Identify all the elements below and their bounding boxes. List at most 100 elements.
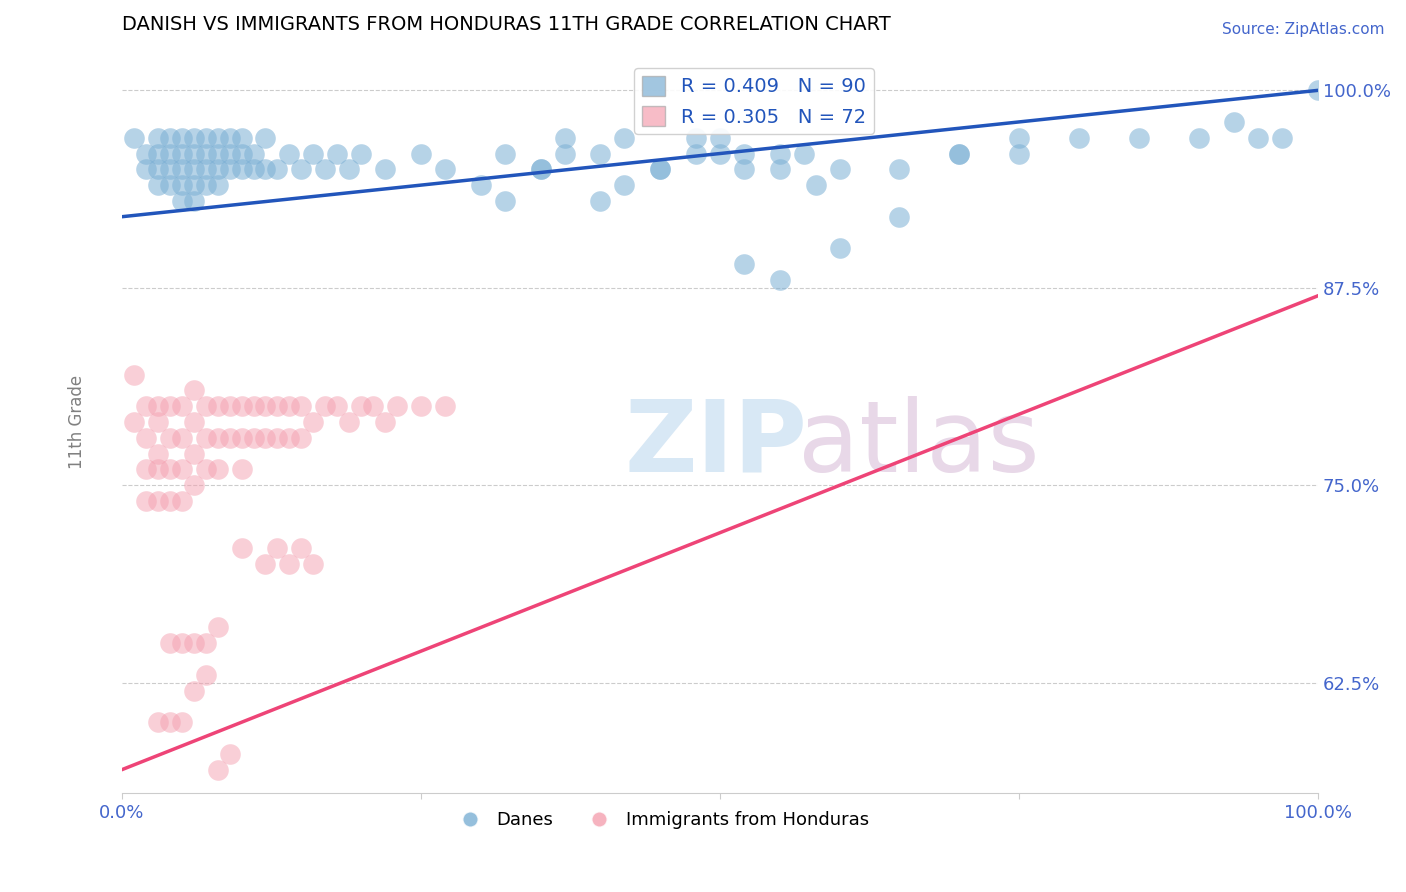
Point [302,558,325,572]
Point [350,399,373,413]
Point [302,415,325,429]
Point [183,162,205,177]
Point [314,162,336,177]
Point [170,431,193,445]
Point [733,257,755,271]
Point [529,162,551,177]
Point [290,399,312,413]
Point [207,162,229,177]
Point [135,462,157,476]
Point [170,178,193,193]
Point [828,162,851,177]
Point [183,384,205,398]
Point [278,146,301,161]
Point [170,494,193,508]
Point [769,162,792,177]
Point [183,478,205,492]
Point [159,146,181,161]
Point [385,399,408,413]
Point [494,146,516,161]
Point [685,146,707,161]
Point [409,399,432,413]
Point [194,668,217,682]
Point [337,162,360,177]
Point [146,146,169,161]
Point [350,146,373,161]
Point [554,130,576,145]
Point [207,620,229,634]
Point [218,130,240,145]
Point [183,415,205,429]
Point [146,162,169,177]
Point [146,415,169,429]
Point [146,399,169,413]
Point [242,162,264,177]
Point [1223,115,1246,129]
Point [170,636,193,650]
Point [337,415,360,429]
Point [1271,130,1294,145]
Point [278,558,301,572]
Point [218,399,240,413]
Text: DANISH VS IMMIGRANTS FROM HONDURAS 11TH GRADE CORRELATION CHART: DANISH VS IMMIGRANTS FROM HONDURAS 11TH … [122,15,890,34]
Text: 11th Grade: 11th Grade [67,375,86,469]
Point [218,162,240,177]
Point [1187,130,1209,145]
Point [242,431,264,445]
Point [650,162,672,177]
Point [613,178,636,193]
Point [159,494,181,508]
Point [159,178,181,193]
Point [278,431,301,445]
Point [194,431,217,445]
Point [218,146,240,161]
Point [170,194,193,208]
Point [122,415,145,429]
Point [685,130,707,145]
Point [266,162,288,177]
Point [146,715,169,730]
Point [290,541,312,556]
Point [613,130,636,145]
Point [194,399,217,413]
Point [254,162,277,177]
Point [170,399,193,413]
Point [231,462,253,476]
Point [361,399,384,413]
Point [159,636,181,650]
Point [122,368,145,382]
Point [231,541,253,556]
Point [170,162,193,177]
Point [231,130,253,145]
Point [194,178,217,193]
Point [135,431,157,445]
Point [433,399,456,413]
Point [793,146,815,161]
Point [948,146,970,161]
Point [290,162,312,177]
Point [266,399,288,413]
Point [231,146,253,161]
Point [170,715,193,730]
Point [194,462,217,476]
Point [266,541,288,556]
Point [242,146,264,161]
Point [254,558,277,572]
Point [278,399,301,413]
Point [529,162,551,177]
Point [769,273,792,287]
Legend: Danes, Immigrants from Honduras: Danes, Immigrants from Honduras [444,804,876,837]
Point [314,399,336,413]
Point [290,431,312,445]
Text: Source: ZipAtlas.com: Source: ZipAtlas.com [1222,22,1385,37]
Point [769,146,792,161]
Point [159,399,181,413]
Point [183,178,205,193]
Point [733,146,755,161]
Point [207,178,229,193]
Point [709,146,731,161]
Point [207,431,229,445]
Point [122,130,145,145]
Point [207,462,229,476]
Point [804,178,827,193]
